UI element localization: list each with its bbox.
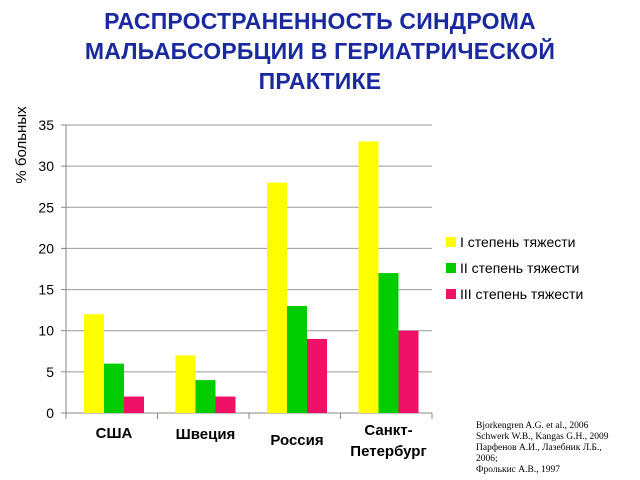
- references: Bjorkengren A.G. et al., 2006 Schwerk W.…: [476, 421, 636, 476]
- bar-3-0: [358, 141, 379, 413]
- bar-3-2: [398, 330, 419, 413]
- y-tick-label-15: 15: [38, 282, 54, 298]
- bar-0-1: [104, 363, 124, 413]
- title-line-3: ПРАКТИКЕ: [258, 68, 382, 94]
- y-tick-label-10: 10: [38, 323, 54, 339]
- y-axis-label: % больных: [13, 106, 30, 184]
- y-tick-label-30: 30: [38, 158, 54, 174]
- bar-2-2: [307, 338, 327, 413]
- legend-swatch-0: [446, 237, 456, 247]
- category-label-3-0: Санкт-: [364, 422, 412, 439]
- y-tick-label-25: 25: [38, 199, 54, 215]
- legend-label-1: II степень тяжести: [460, 260, 579, 276]
- category-label-3-1: Петербург: [350, 443, 426, 460]
- legend-swatch-2: [446, 289, 456, 299]
- bar-2-1: [287, 306, 307, 413]
- reference-4: 2006;: [476, 454, 498, 464]
- bar-3-1: [378, 273, 399, 413]
- category-label-2: Россия: [270, 432, 323, 449]
- y-tick-label-35: 35: [38, 117, 54, 133]
- bar-0-0: [84, 314, 104, 413]
- y-tick-label-20: 20: [38, 240, 54, 256]
- bar-0-2: [124, 396, 144, 413]
- category-label-0: США: [96, 425, 133, 442]
- legend-label-2: III степень тяжести: [460, 286, 583, 302]
- title-line-1: РАСПРОСТРАНЕННОСТЬ СИНДРОМА: [104, 8, 536, 34]
- reference-1: Bjorkengren A.G. et al., 2006: [476, 421, 589, 431]
- bar-1-2: [215, 396, 236, 413]
- reference-5: Фролькис А.В., 1997: [476, 465, 560, 475]
- legend-label-0: I степень тяжести: [460, 234, 575, 250]
- category-label-1: Швеция: [176, 426, 236, 443]
- reference-2: Schwerk W.B., Kangas G.H., 2009: [476, 432, 609, 442]
- reference-3: Парфенов А.И., Лазебник Л.Б.,: [476, 443, 602, 453]
- bar-1-0: [175, 355, 196, 413]
- title-line-2: МАЛЬАБСОРБЦИИ В ГЕРИАТРИЧЕСКОЙ: [84, 38, 556, 64]
- bar-1-1: [195, 380, 216, 413]
- y-tick-label-0: 0: [46, 405, 54, 421]
- legend-swatch-1: [446, 263, 456, 273]
- bar-2-0: [267, 182, 287, 413]
- chart-title: РАСПРОСТРАНЕННОСТЬ СИНДРОМА МАЛЬАБСОРБЦИ…: [0, 6, 640, 96]
- y-tick-label-5: 5: [46, 364, 54, 380]
